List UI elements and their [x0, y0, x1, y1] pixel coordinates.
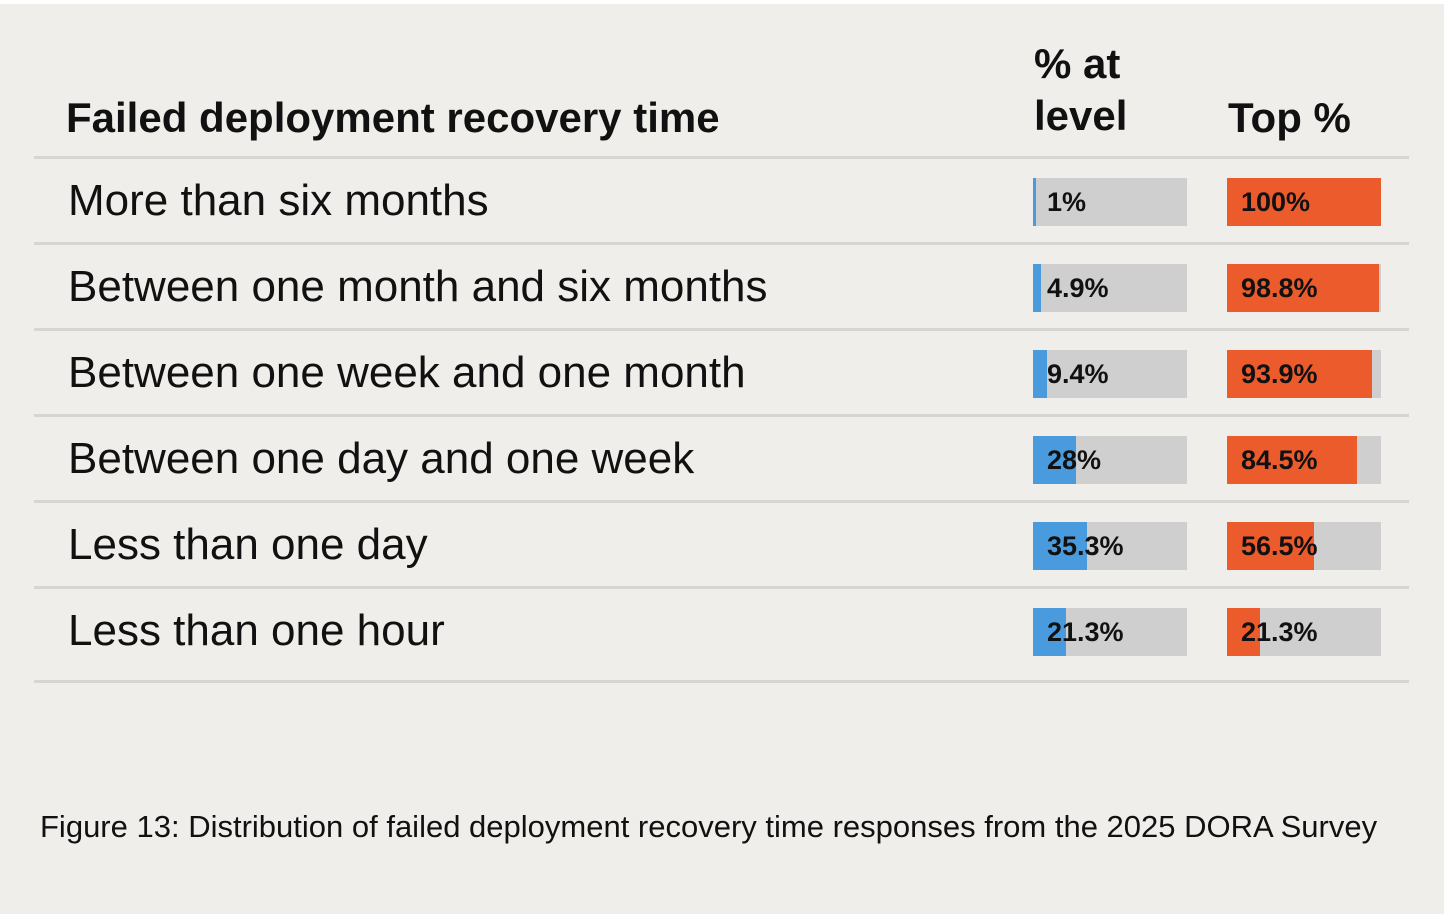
pct-at-level-value-label: 1%: [1047, 187, 1087, 217]
top-pct-value-label: 84.5%: [1241, 445, 1318, 475]
row-divider: [34, 586, 1409, 589]
pct-at-level-bar: 28%: [1033, 436, 1187, 484]
top-pct-bar-fill: [1227, 178, 1381, 226]
header-recovery-time: Failed deployment recovery time: [66, 94, 720, 141]
top-pct-bar-fill: [1227, 436, 1357, 484]
top-pct-value-label: 100%: [1241, 187, 1311, 217]
row-label: Between one month and six months: [68, 262, 768, 311]
top-pct-bar: 84.5%: [1227, 436, 1381, 484]
top-pct-bar: 21.3%: [1227, 608, 1381, 656]
top-pct-bar: 98.8%: [1227, 264, 1381, 312]
pct-at-level-bar-fill: [1033, 350, 1047, 398]
pct-at-level-value-label: 28%: [1047, 445, 1102, 475]
pct-at-level-bar-fill: [1033, 436, 1076, 484]
row-label: More than six months: [68, 176, 489, 225]
top-pct-bar: 56.5%: [1227, 522, 1381, 570]
top-pct-bar-fill: [1227, 264, 1379, 312]
row-divider: [34, 242, 1409, 245]
pct-at-level-bar: 9.4%: [1033, 350, 1187, 398]
top-pct-bar-fill: [1227, 522, 1314, 570]
header-pct-at-level: % at level: [1034, 40, 1128, 139]
pct-at-level-bar: 21.3%: [1033, 608, 1187, 656]
figure-caption: Figure 13: Distribution of failed deploy…: [40, 809, 1378, 844]
top-pct-bar: 100%: [1227, 178, 1381, 226]
header-top-pct: Top %: [1228, 94, 1351, 141]
top-pct-bar: 93.9%: [1227, 350, 1381, 398]
row-divider: [34, 156, 1409, 159]
row-divider: [34, 680, 1409, 683]
pct-at-level-bar-fill: [1033, 608, 1066, 656]
row-divider: [34, 500, 1409, 503]
top-pct-bar-fill: [1227, 608, 1260, 656]
top-pct-bar-fill: [1227, 350, 1372, 398]
pct-at-level-value-label: 21.3%: [1047, 617, 1124, 647]
figure-panel: Failed deployment recovery time % at lev…: [0, 4, 1444, 914]
top-pct-value-label: 56.5%: [1241, 531, 1318, 561]
row-label: Less than one hour: [68, 606, 445, 655]
pct-at-level-bar: 4.9%: [1033, 264, 1187, 312]
row-label: Between one day and one week: [68, 434, 695, 483]
pct-at-level-bar-fill: [1033, 522, 1087, 570]
pct-at-level-value-label: 4.9%: [1047, 273, 1109, 303]
pct-at-level-value-label: 35.3%: [1047, 531, 1124, 561]
pct-at-level-bar-fill: [1033, 264, 1041, 312]
top-pct-value-label: 98.8%: [1241, 273, 1318, 303]
pct-at-level-value-label: 9.4%: [1047, 359, 1109, 389]
pct-at-level-bar: 35.3%: [1033, 522, 1187, 570]
row-divider: [34, 414, 1409, 417]
row-label: Between one week and one month: [68, 348, 746, 397]
top-pct-value-label: 21.3%: [1241, 617, 1318, 647]
top-pct-value-label: 93.9%: [1241, 359, 1318, 389]
row-label: Less than one day: [68, 520, 428, 569]
row-divider: [34, 328, 1409, 331]
pct-at-level-bar: 1%: [1033, 178, 1187, 226]
pct-at-level-bar-fill: [1033, 178, 1036, 226]
